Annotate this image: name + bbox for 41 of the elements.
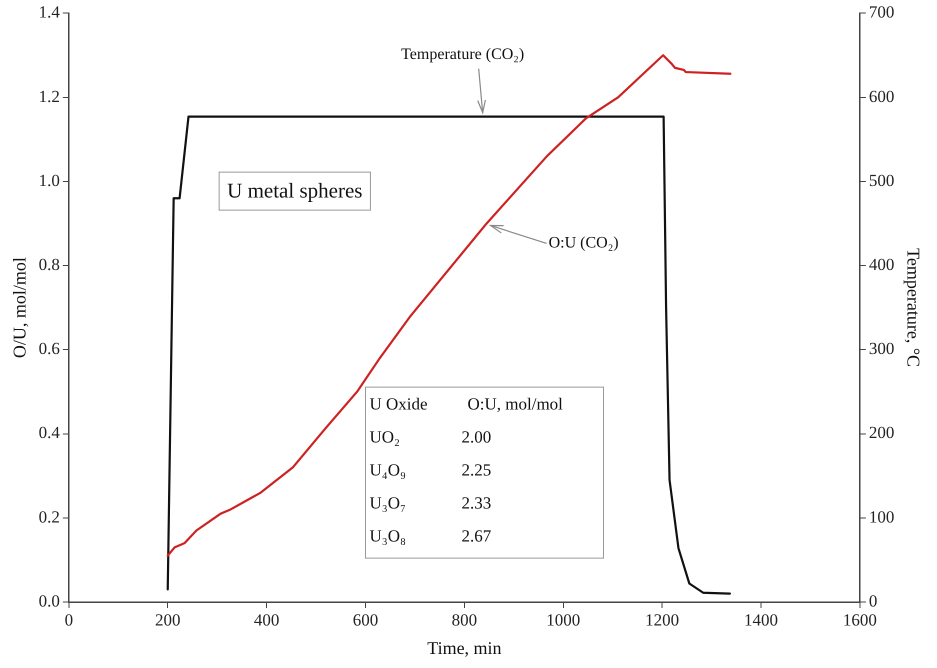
annotation: U₄O₉ xyxy=(369,460,406,480)
y2-axis-title: Temperature, °C xyxy=(903,248,924,368)
x-tick-label: 600 xyxy=(352,610,378,630)
y-tick-label: 0.2 xyxy=(38,507,60,526)
y2-tick-label: 600 xyxy=(868,86,894,106)
x-axis-title: Time, min xyxy=(427,638,502,658)
x-tick-label: 1200 xyxy=(645,610,680,630)
annotation: 2.00 xyxy=(461,428,492,447)
annotation: UO₂ xyxy=(369,428,400,447)
x-tick-label: 1600 xyxy=(842,610,877,630)
y-axis-title: O/U, mol/mol xyxy=(10,257,30,358)
annotation: U Oxide xyxy=(369,394,428,414)
y-tick-label: 1.2 xyxy=(38,86,60,106)
y2-tick-label: 200 xyxy=(868,423,894,442)
x-tick-label: 0 xyxy=(64,610,74,630)
y2-tick-label: 400 xyxy=(868,255,894,274)
y2-tick-label: 100 xyxy=(868,507,894,526)
annotation: O:U, mol/mol xyxy=(467,394,564,414)
y-tick-label: 0.6 xyxy=(38,339,60,358)
x-tick-label: 1000 xyxy=(546,610,580,630)
annotation: Temperature (CO₂) xyxy=(401,46,524,63)
annotation: 2.33 xyxy=(461,494,492,513)
annotation: U₃O₇ xyxy=(369,494,406,513)
y2-tick-label: 300 xyxy=(868,339,894,358)
y-tick-label: 0.4 xyxy=(38,423,60,442)
annotation: 2.67 xyxy=(461,526,492,546)
x-tick-label: 800 xyxy=(452,610,478,630)
y-tick-label: 0.8 xyxy=(38,255,60,274)
x-tick-label: 200 xyxy=(154,610,180,630)
annotation: U metal spheres xyxy=(227,178,362,203)
x-tick-label: 400 xyxy=(254,610,280,630)
y-tick-label: 1.4 xyxy=(38,2,60,22)
y2-tick-label: 700 xyxy=(868,2,894,22)
y2-tick-label: 0 xyxy=(868,591,878,610)
annotation: O:U (CO₂) xyxy=(548,234,619,252)
y2-tick-label: 500 xyxy=(868,170,894,190)
annotation: 2.25 xyxy=(461,460,492,480)
x-tick-label: 1400 xyxy=(744,610,778,630)
y-tick-label: 1.0 xyxy=(38,170,60,190)
annotation: U₃O₈ xyxy=(369,526,406,546)
y-tick-label: 0.0 xyxy=(38,591,60,610)
